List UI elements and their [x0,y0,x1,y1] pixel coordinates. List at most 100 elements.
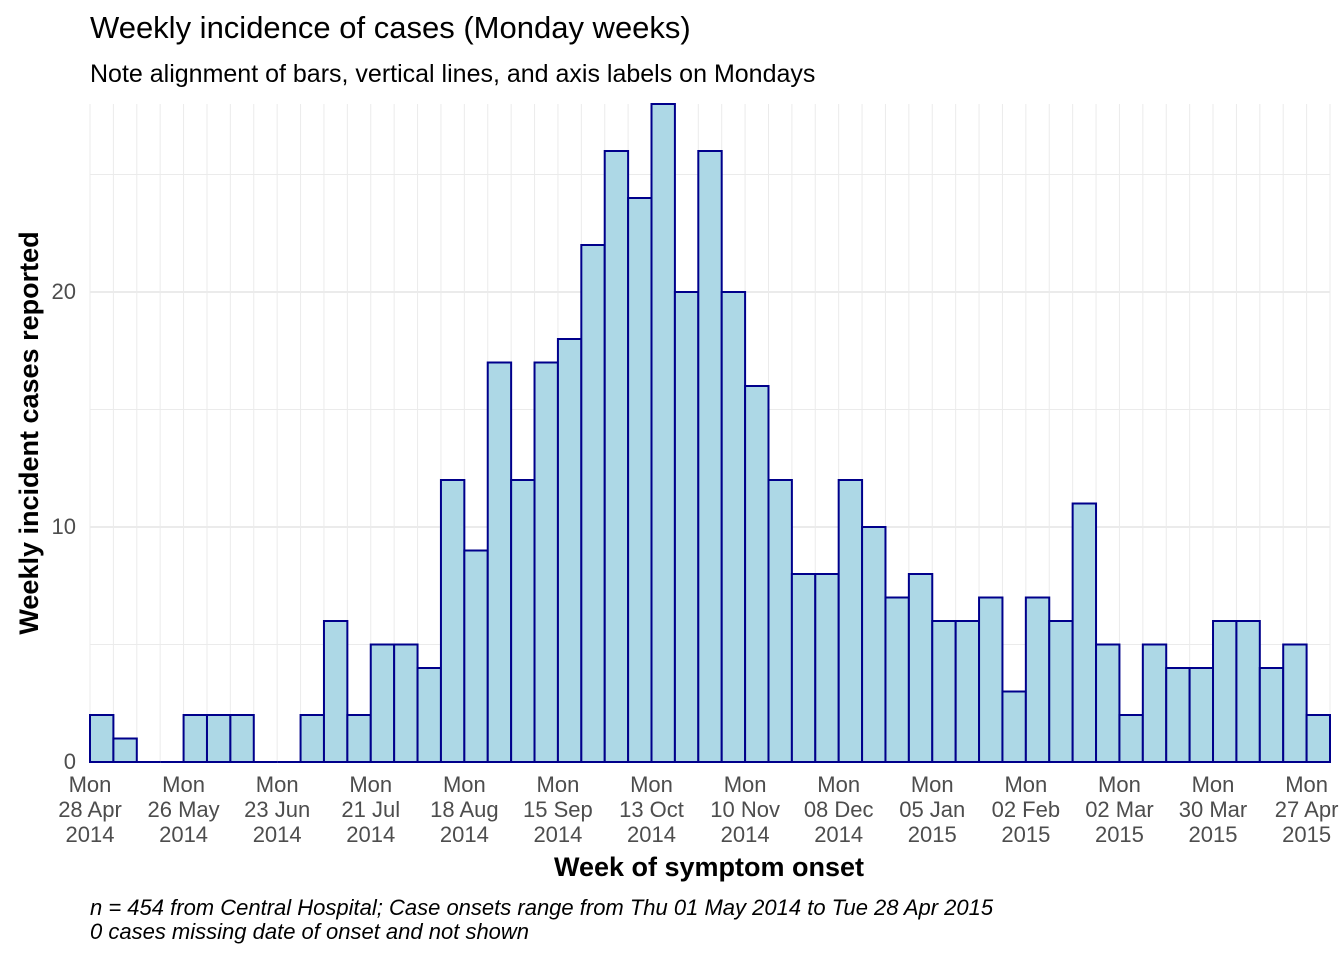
bar [556,338,583,763]
bar [112,737,138,763]
bar [205,714,232,763]
bar [580,244,606,763]
x-tick-label: Mon 27 Apr 2015 [1275,772,1339,847]
bar [486,361,513,763]
bar [533,361,559,763]
chart-subtitle: Note alignment of bars, vertical lines, … [90,60,816,88]
bar [1305,714,1331,763]
x-tick-label-line: Mon [1098,772,1141,797]
x-tick-label-line: Mon [537,772,580,797]
bar [463,549,489,763]
bar [1024,596,1051,763]
x-tick-label-line: 10 Nov [710,797,780,822]
x-tick-label-line: 2015 [1095,822,1144,847]
bar [393,643,419,763]
bar [837,479,864,763]
bar [650,103,676,763]
bar [416,667,442,763]
bar [814,573,840,763]
x-tick-label-line: 2015 [1189,822,1238,847]
bar [1188,667,1215,763]
y-tick-label: 10 [52,514,76,539]
bar [299,714,325,763]
x-tick-label-line: 28 Apr [58,797,122,822]
bar [510,479,536,763]
x-tick-label-line: 2014 [66,822,115,847]
x-tick-label-line: 15 Sep [523,797,593,822]
bar [1235,620,1261,763]
bar [954,620,981,763]
bar [720,291,747,763]
bar [884,596,910,763]
bar [322,620,349,763]
x-tick-label-line: Mon [911,772,954,797]
bar [439,479,466,763]
y-tick-labels: 0 10 20 [52,279,76,774]
x-tick-label-line: 02 Mar [1085,797,1153,822]
x-tick-label-line: Mon [443,772,486,797]
x-tick-label-line: Mon [256,772,299,797]
x-tick-label-line: 2014 [253,822,302,847]
bar [1118,714,1144,763]
x-tick-label: Mon 28 Apr 2014 [58,772,122,847]
x-tick-label-line: 2014 [721,822,770,847]
x-tick-label-line: 08 Dec [804,797,874,822]
x-tick-label-line: 30 Mar [1179,797,1247,822]
bar [744,385,770,763]
x-tick-label: Mon 15 Sep 2014 [523,772,593,847]
bar [1001,690,1027,763]
x-tick-label-line: Mon [349,772,392,797]
x-tick-label: Mon 10 Nov 2014 [710,772,780,847]
x-tick-label-line: 2015 [908,822,957,847]
bar [1282,643,1308,763]
bars [89,103,1331,763]
bar [1071,502,1098,763]
chart-caption: n = 454 from Central Hospital; Case onse… [90,896,993,944]
x-tick-label-line: 05 Jan [899,797,965,822]
bar [790,573,817,763]
x-tick-label-line: 2014 [533,822,582,847]
x-tick-label-line: 18 Aug [430,797,499,822]
bar [1258,667,1285,763]
chart-title: Weekly incidence of cases (Monday weeks) [90,10,691,45]
bar [1141,643,1168,763]
x-tick-label: Mon 30 Mar 2015 [1179,772,1247,847]
x-tick-label-line: Mon [1004,772,1047,797]
bar [182,714,208,763]
bar [931,620,957,763]
bar [1165,667,1191,763]
x-tick-label-line: 2014 [346,822,395,847]
x-tick-label-line: Mon [630,772,673,797]
bar [907,573,934,763]
x-tick-label-line: Mon [162,772,205,797]
bar [603,150,630,763]
x-tick-label-line: 2014 [814,822,863,847]
x-tick-label: Mon 21 Jul 2014 [341,772,400,847]
x-tick-label-line: 02 Feb [992,797,1061,822]
x-tick-label-line: 23 Jun [244,797,310,822]
x-tick-label-line: Mon [69,772,112,797]
x-tick-label-line: 2015 [1001,822,1050,847]
bar [1095,643,1121,763]
x-tick-label-line: 2014 [440,822,489,847]
x-tick-label-line: 21 Jul [341,797,400,822]
caption-line-2: 0 cases missing date of onset and not sh… [90,919,530,944]
bar [1212,620,1238,763]
y-tick-label: 0 [64,749,76,774]
y-axis-title: Weekly incident cases reported [14,231,44,634]
x-tick-label-line: Mon [724,772,767,797]
x-tick-label-line: Mon [817,772,860,797]
x-tick-label: Mon 26 May 2014 [148,772,220,847]
bar [673,291,700,763]
x-tick-label: Mon 02 Mar 2015 [1085,772,1153,847]
bar [1048,620,1074,763]
bar [978,596,1004,763]
x-tick-label: Mon 13 Oct 2014 [619,772,684,847]
x-tick-label-line: 13 Oct [619,797,684,822]
bar [229,714,255,763]
x-tick-label: Mon 18 Aug 2014 [430,772,499,847]
bar [627,197,653,763]
bar [369,643,396,763]
x-tick-label-line: Mon [1192,772,1235,797]
bar [89,714,115,763]
